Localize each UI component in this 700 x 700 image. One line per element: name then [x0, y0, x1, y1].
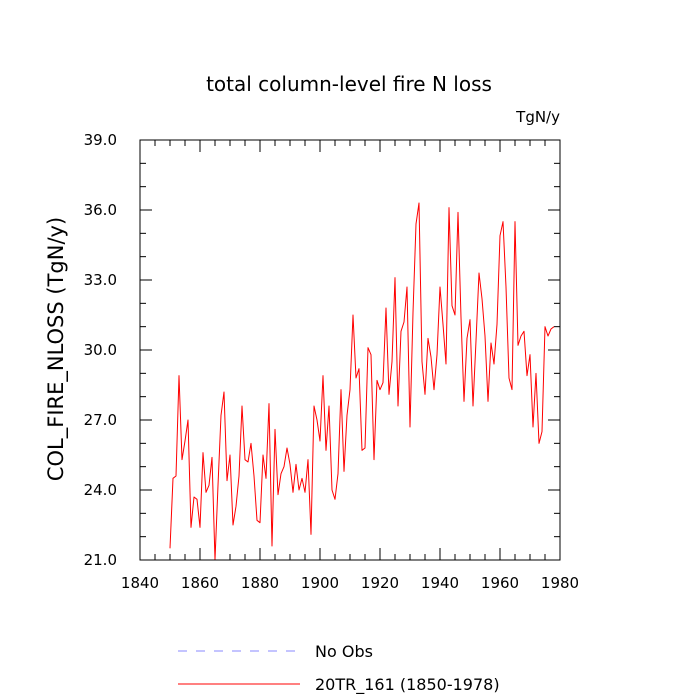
y-tick-label: 27.0: [84, 411, 117, 429]
x-tick-label: 1920: [361, 574, 399, 592]
y-tick-label: 24.0: [84, 481, 117, 499]
x-tick-label: 1960: [481, 574, 519, 592]
y-tick-label: 36.0: [84, 201, 117, 219]
units-label: TgN/y: [515, 108, 560, 126]
chart-title: total column-level fire N loss: [206, 72, 492, 96]
x-tick-label: 1860: [181, 574, 219, 592]
y-tick-label: 33.0: [84, 271, 117, 289]
legend-label-20tr-161: 20TR_161 (1850-1978): [315, 675, 500, 695]
y-tick-label: 21.0: [84, 551, 117, 569]
plot-frame: [139, 139, 561, 561]
y-axis-tick-labels: 21.0 24.0 27.0 30.0 33.0 36.0 39.0: [84, 131, 117, 569]
series-line-1: [169, 202, 555, 561]
x-tick-label: 1840: [121, 574, 159, 592]
legend-label-no-obs: No Obs: [315, 642, 373, 661]
x-tick-label: 1900: [301, 574, 339, 592]
series-layer: [169, 202, 555, 561]
x-tick-label: 1940: [421, 574, 459, 592]
y-tick-label: 30.0: [84, 341, 117, 359]
y-axis-label: COL_FIRE_NLOSS (TgN/y): [44, 217, 69, 481]
legend: No Obs 20TR_161 (1850-1978): [178, 642, 500, 695]
x-tick-label: 1980: [541, 574, 579, 592]
x-tick-label: 1880: [241, 574, 279, 592]
axis-ticks: [139, 139, 561, 561]
y-tick-label: 39.0: [84, 131, 117, 149]
x-axis-tick-labels: 1840 1860 1880 1900 1920 1940 1960 1980: [121, 574, 579, 592]
